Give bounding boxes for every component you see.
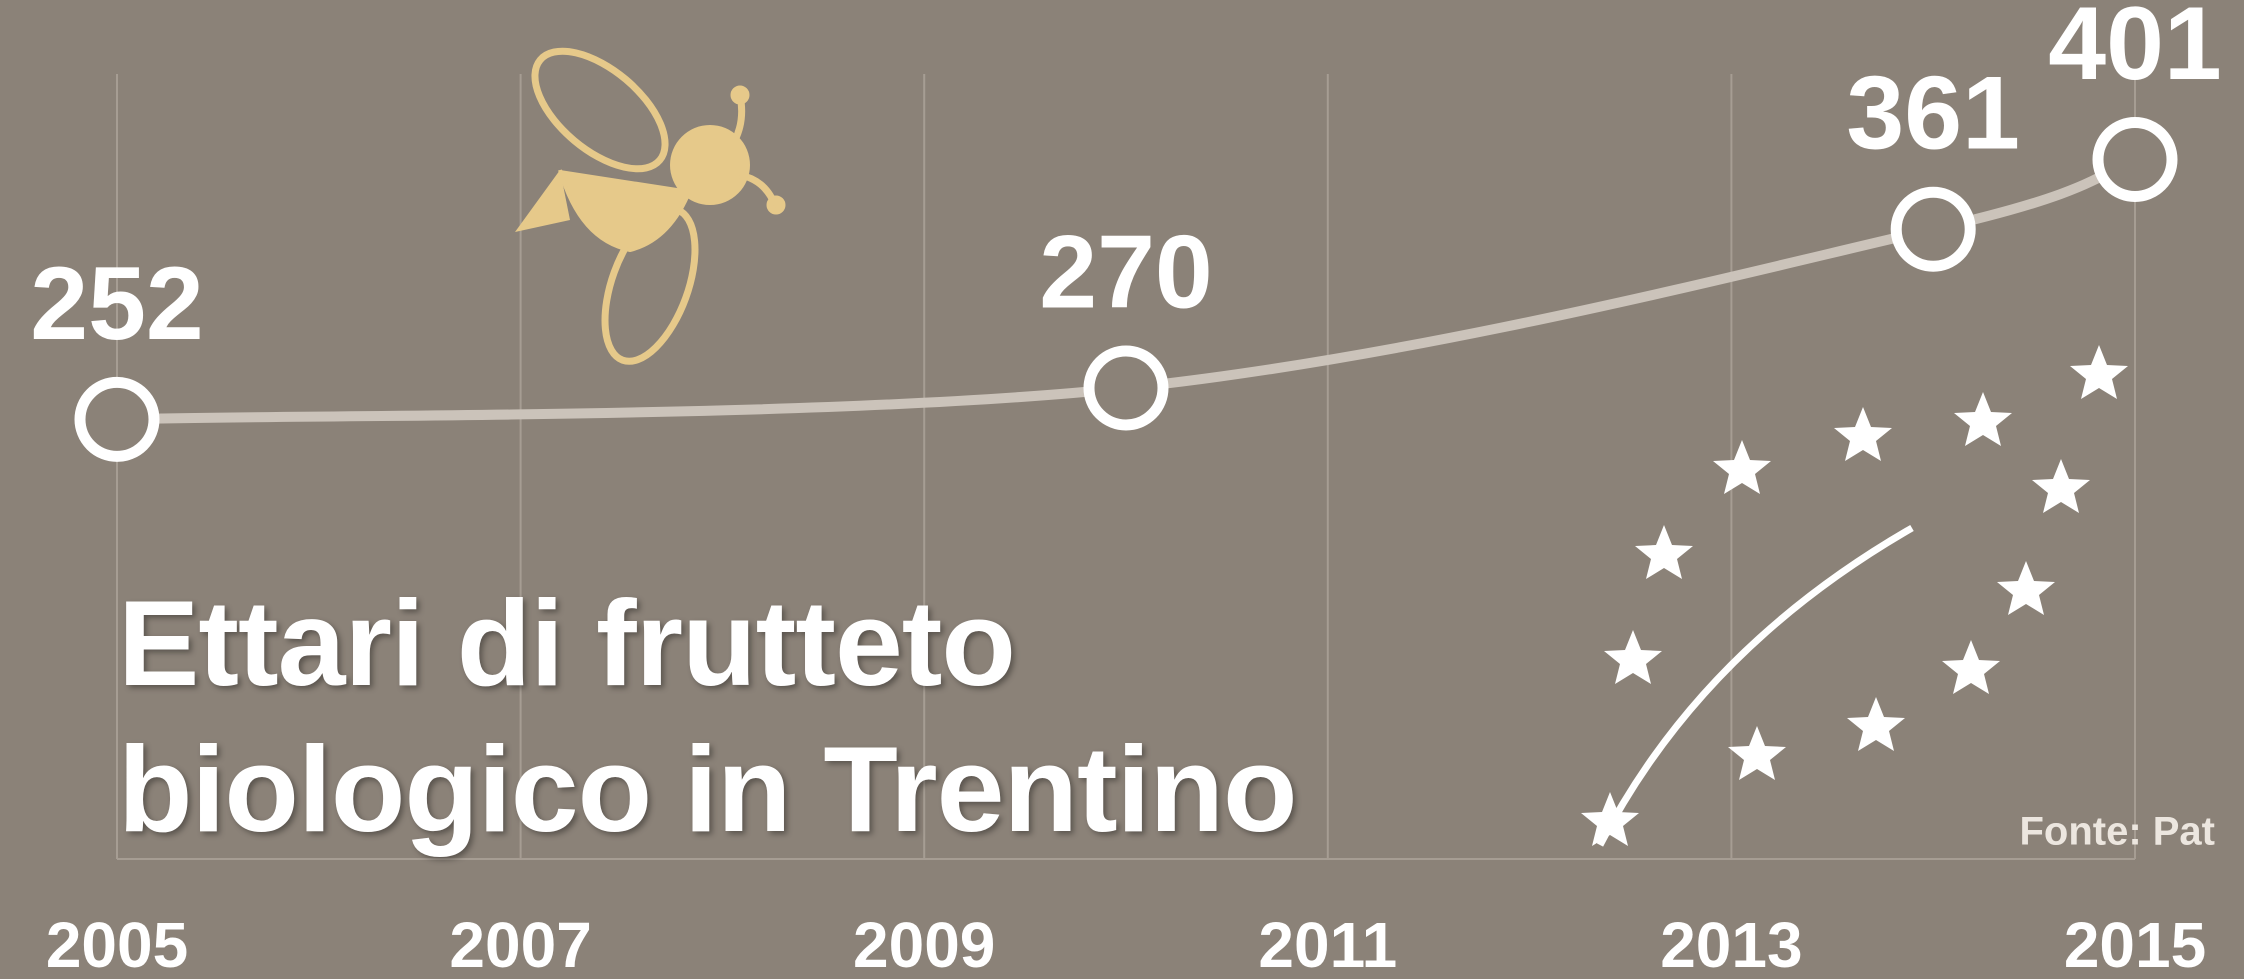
line — [112, 154, 2140, 425]
x-tick-label: 2007 — [449, 909, 591, 979]
bee — [515, 47, 786, 365]
data-label: 401 — [2048, 0, 2222, 102]
data-label: 270 — [1039, 214, 1213, 330]
x-tick-label: 2011 — [1258, 909, 1397, 979]
chart-title: Ettari di frutteto biologico in Trentino — [118, 575, 1298, 857]
eu-organic-logo — [1581, 345, 2128, 847]
x-tick-label: 2005 — [46, 909, 188, 979]
point — [74, 376, 160, 462]
point — [1890, 186, 1976, 272]
data-label: 361 — [1846, 56, 2020, 172]
source: Fonte: Pat — [2019, 810, 2215, 854]
point — [2092, 116, 2178, 202]
x-tick-label: 2015 — [2064, 909, 2206, 979]
point — [1083, 345, 1169, 431]
x-tick-label: 2013 — [1660, 909, 1802, 979]
data-label: 252 — [30, 246, 204, 362]
x-tick-label: 2009 — [853, 909, 995, 979]
